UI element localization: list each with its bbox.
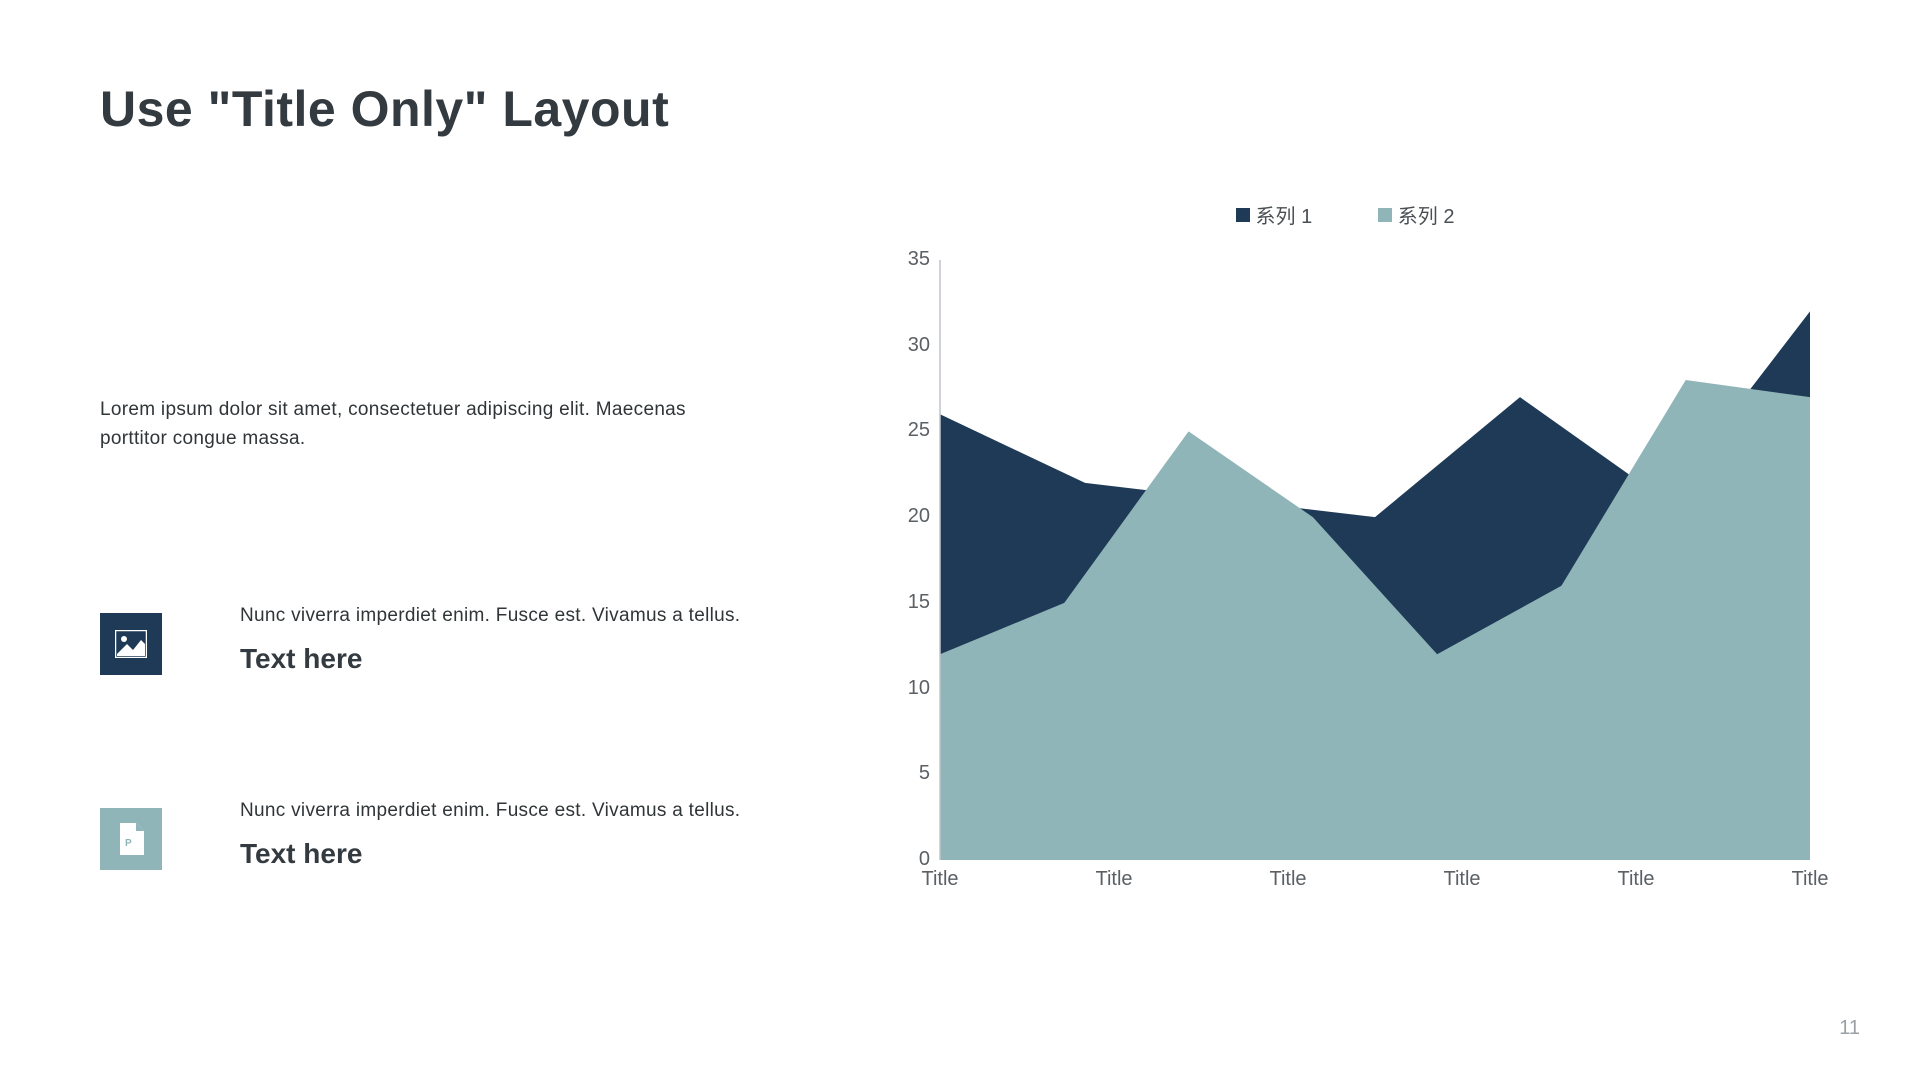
image-icon xyxy=(100,613,162,675)
x-tick-label: Title xyxy=(1248,868,1328,891)
x-tick-label: Title xyxy=(1074,868,1154,891)
area-chart: 系列 1 系列 2 05101520253035TitleTitleTitleT… xyxy=(870,200,1820,930)
legend-swatch-1 xyxy=(1236,208,1250,222)
page-number: 11 xyxy=(1839,1017,1860,1040)
legend-label-2: 系列 2 xyxy=(1398,200,1455,229)
y-tick-label: 30 xyxy=(890,334,930,357)
x-tick-label: Title xyxy=(1596,868,1676,891)
legend-item-1: 系列 1 xyxy=(1236,200,1313,229)
y-tick-label: 5 xyxy=(890,762,930,785)
intro-paragraph: Lorem ipsum dolor sit amet, consectetuer… xyxy=(100,395,740,454)
feature-1-heading: Text here xyxy=(240,643,860,675)
x-tick-label: Title xyxy=(900,868,980,891)
chart-plot: 05101520253035TitleTitleTitleTitleTitleT… xyxy=(870,260,1820,930)
page-icon: P xyxy=(100,808,162,870)
x-tick-label: Title xyxy=(1770,868,1850,891)
y-tick-label: 25 xyxy=(890,419,930,442)
feature-2-subtitle: Nunc viverra imperdiet enim. Fusce est. … xyxy=(240,800,860,822)
y-tick-label: 10 xyxy=(890,677,930,700)
x-tick-label: Title xyxy=(1422,868,1502,891)
feature-1-subtitle: Nunc viverra imperdiet enim. Fusce est. … xyxy=(240,605,860,627)
svg-text:P: P xyxy=(125,838,132,849)
feature-2-heading: Text here xyxy=(240,838,860,870)
legend-swatch-2 xyxy=(1378,208,1392,222)
legend-item-2: 系列 2 xyxy=(1378,200,1455,229)
y-tick-label: 15 xyxy=(890,591,930,614)
slide-title: Use "Title Only" Layout xyxy=(100,80,669,138)
y-tick-label: 20 xyxy=(890,505,930,528)
y-tick-label: 35 xyxy=(890,248,930,271)
legend-label-1: 系列 1 xyxy=(1256,200,1313,229)
chart-legend: 系列 1 系列 2 xyxy=(870,200,1820,229)
